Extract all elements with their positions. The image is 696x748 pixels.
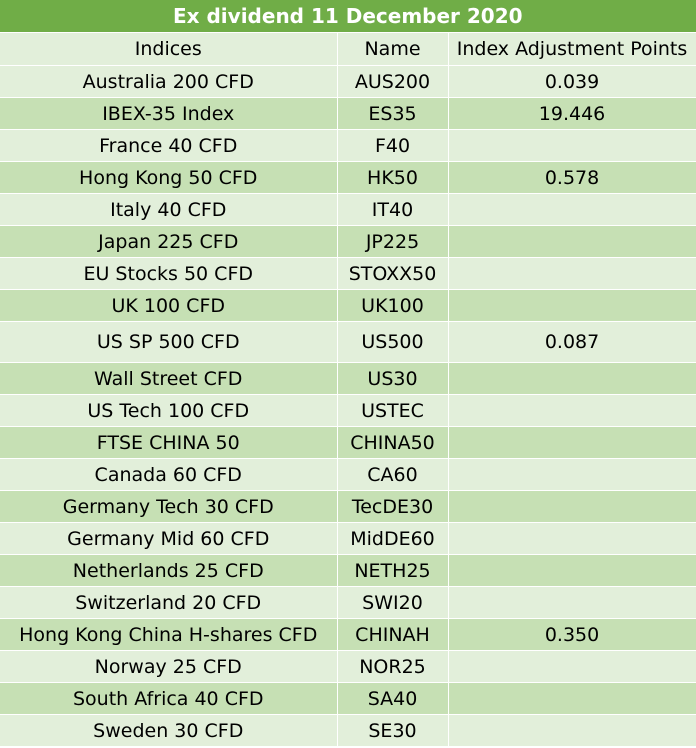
cell-points: 0.087 bbox=[448, 321, 696, 363]
table-row: FTSE CHINA 50 CHINA50 bbox=[0, 426, 696, 459]
cell-index: Sweden 30 CFD bbox=[0, 714, 338, 747]
header-indices: Indices bbox=[0, 32, 338, 66]
table-row: Italy 40 CFD IT40 bbox=[0, 193, 696, 226]
cell-index: Canada 60 CFD bbox=[0, 458, 338, 491]
cell-name: CA60 bbox=[337, 458, 449, 491]
table-row: IBEX-35 Index ES35 19.446 bbox=[0, 97, 696, 130]
table-row: Australia 200 CFD AUS200 0.039 bbox=[0, 65, 696, 98]
cell-index: Hong Kong 50 CFD bbox=[0, 161, 338, 194]
cell-name: IT40 bbox=[337, 193, 449, 226]
table-row: South Africa 40 CFD SA40 bbox=[0, 682, 696, 715]
cell-name: US500 bbox=[337, 321, 449, 363]
cell-points bbox=[448, 394, 696, 427]
cell-index: UK 100 CFD bbox=[0, 289, 338, 322]
cell-points: 0.350 bbox=[448, 618, 696, 651]
header-name: Name bbox=[337, 32, 449, 66]
cell-points bbox=[448, 586, 696, 619]
table-row: US SP 500 CFD US500 0.087 bbox=[0, 321, 696, 363]
table-row: Germany Tech 30 CFD TecDE30 bbox=[0, 490, 696, 523]
cell-points bbox=[448, 289, 696, 322]
cell-name: JP225 bbox=[337, 225, 449, 258]
cell-points: 0.039 bbox=[448, 65, 696, 98]
cell-name: CHINA50 bbox=[337, 426, 449, 459]
table-row: UK 100 CFD UK100 bbox=[0, 289, 696, 322]
cell-name: NOR25 bbox=[337, 650, 449, 683]
cell-name: UK100 bbox=[337, 289, 449, 322]
table-row: Canada 60 CFD CA60 bbox=[0, 458, 696, 491]
cell-index: FTSE CHINA 50 bbox=[0, 426, 338, 459]
cell-points bbox=[448, 714, 696, 747]
table-row: Germany Mid 60 CFD MidDE60 bbox=[0, 522, 696, 555]
cell-index: EU Stocks 50 CFD bbox=[0, 257, 338, 290]
cell-index: South Africa 40 CFD bbox=[0, 682, 338, 715]
cell-points bbox=[448, 362, 696, 395]
table-row: Hong Kong China H-shares CFD CHINAH 0.350 bbox=[0, 618, 696, 651]
cell-name: USTEC bbox=[337, 394, 449, 427]
cell-points bbox=[448, 426, 696, 459]
cell-points bbox=[448, 458, 696, 491]
cell-points bbox=[448, 554, 696, 587]
cell-index: US SP 500 CFD bbox=[0, 321, 338, 363]
cell-name: STOXX50 bbox=[337, 257, 449, 290]
cell-points bbox=[448, 225, 696, 258]
table-title: Ex dividend 11 December 2020 bbox=[0, 0, 696, 33]
cell-name: ES35 bbox=[337, 97, 449, 130]
cell-points bbox=[448, 650, 696, 683]
cell-name: NETH25 bbox=[337, 554, 449, 587]
table-row: France 40 CFD F40 bbox=[0, 129, 696, 162]
cell-name: SA40 bbox=[337, 682, 449, 715]
cell-points bbox=[448, 129, 696, 162]
table-row: US Tech 100 CFD USTEC bbox=[0, 394, 696, 427]
cell-name: MidDE60 bbox=[337, 522, 449, 555]
cell-index: France 40 CFD bbox=[0, 129, 338, 162]
cell-points bbox=[448, 257, 696, 290]
cell-index: Italy 40 CFD bbox=[0, 193, 338, 226]
cell-name: CHINAH bbox=[337, 618, 449, 651]
cell-name: US30 bbox=[337, 362, 449, 395]
cell-index: Germany Mid 60 CFD bbox=[0, 522, 338, 555]
table-row: Wall Street CFD US30 bbox=[0, 362, 696, 395]
cell-points bbox=[448, 490, 696, 523]
cell-index: IBEX-35 Index bbox=[0, 97, 338, 130]
cell-name: F40 bbox=[337, 129, 449, 162]
header-adjustment-points: Index Adjustment Points bbox=[448, 32, 696, 66]
cell-name: HK50 bbox=[337, 161, 449, 194]
header-row: Indices Name Index Adjustment Points bbox=[0, 32, 696, 66]
cell-points: 19.446 bbox=[448, 97, 696, 130]
cell-index: Netherlands 25 CFD bbox=[0, 554, 338, 587]
cell-index: US Tech 100 CFD bbox=[0, 394, 338, 427]
table-row: Hong Kong 50 CFD HK50 0.578 bbox=[0, 161, 696, 194]
table-row: Switzerland 20 CFD SWI20 bbox=[0, 586, 696, 619]
table-row: Norway 25 CFD NOR25 bbox=[0, 650, 696, 683]
cell-index: Germany Tech 30 CFD bbox=[0, 490, 338, 523]
cell-index: Hong Kong China H-shares CFD bbox=[0, 618, 338, 651]
cell-name: SE30 bbox=[337, 714, 449, 747]
cell-index: Switzerland 20 CFD bbox=[0, 586, 338, 619]
cell-index: Japan 225 CFD bbox=[0, 225, 338, 258]
title-row: Ex dividend 11 December 2020 bbox=[0, 0, 696, 33]
cell-name: TecDE30 bbox=[337, 490, 449, 523]
table-row: Sweden 30 CFD SE30 bbox=[0, 714, 696, 747]
cell-points bbox=[448, 193, 696, 226]
cell-name: AUS200 bbox=[337, 65, 449, 98]
cell-name: SWI20 bbox=[337, 586, 449, 619]
table-row: Japan 225 CFD JP225 bbox=[0, 225, 696, 258]
cell-index: Australia 200 CFD bbox=[0, 65, 338, 98]
table-row: EU Stocks 50 CFD STOXX50 bbox=[0, 257, 696, 290]
cell-index: Wall Street CFD bbox=[0, 362, 338, 395]
cell-points bbox=[448, 522, 696, 555]
cell-points: 0.578 bbox=[448, 161, 696, 194]
table-row: Netherlands 25 CFD NETH25 bbox=[0, 554, 696, 587]
cell-index: Norway 25 CFD bbox=[0, 650, 338, 683]
cell-points bbox=[448, 682, 696, 715]
